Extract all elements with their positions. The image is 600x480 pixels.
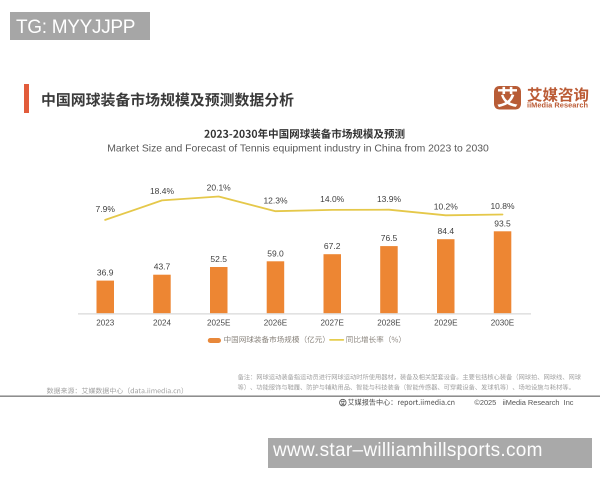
svg-text:18.4%: 18.4% [150, 186, 175, 196]
svg-text:59.0: 59.0 [267, 248, 284, 258]
svg-text:67.2: 67.2 [324, 241, 341, 251]
svg-text:10.8%: 10.8% [490, 201, 515, 211]
svg-text:2029E: 2029E [434, 319, 458, 328]
svg-text:14.0%: 14.0% [320, 194, 345, 204]
svg-text:10.2%: 10.2% [434, 202, 459, 212]
svg-text:2027E: 2027E [320, 319, 344, 328]
svg-text:TG: MYYJJPP: TG: MYYJJPP [16, 17, 135, 38]
svg-text:Market Size and Forecast of Te: Market Size and Forecast of Tennis equip… [107, 143, 489, 154]
svg-text:36.9: 36.9 [97, 268, 114, 278]
svg-text:52.5: 52.5 [210, 254, 227, 264]
svg-text:2025E: 2025E [207, 319, 231, 328]
svg-text:84.4: 84.4 [438, 226, 455, 236]
svg-text:©2025 iiMedia Research Inc: ©2025 iiMedia Research Inc [474, 398, 573, 407]
svg-text:93.5: 93.5 [494, 218, 511, 228]
svg-text:2030E: 2030E [491, 319, 515, 328]
svg-text:76.5: 76.5 [381, 233, 398, 243]
svg-text:13.9%: 13.9% [377, 194, 402, 204]
svg-text:7.9%: 7.9% [96, 204, 116, 214]
svg-text:2024: 2024 [153, 319, 172, 328]
svg-text:www.star–williamhillsports.com: www.star–williamhillsports.com [272, 440, 543, 461]
svg-text:2028E: 2028E [377, 319, 401, 328]
svg-text:2023: 2023 [96, 319, 115, 328]
svg-text:20.1%: 20.1% [207, 182, 232, 192]
svg-text:43.7: 43.7 [154, 262, 171, 272]
svg-text:12.3%: 12.3% [263, 195, 288, 205]
svg-text:2026E: 2026E [264, 319, 288, 328]
svg-text:iiMedia Research: iiMedia Research [527, 100, 588, 109]
